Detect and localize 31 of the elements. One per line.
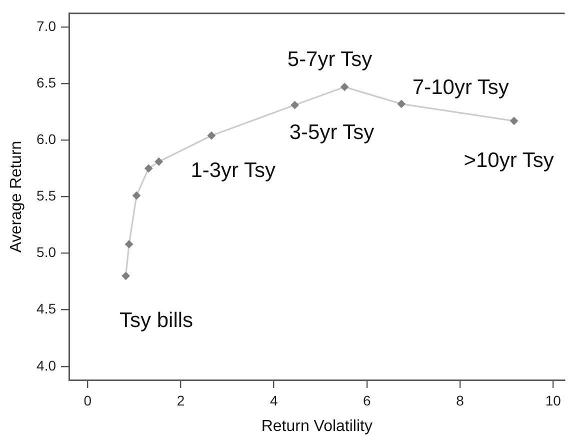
x-tick-label: 6 [363,392,372,408]
y-tick-label: 7.0 [36,18,56,34]
y-tick-label: 5.5 [36,188,56,204]
y-axis-title: Average Return [8,140,26,253]
x-tick-label: 4 [270,392,278,408]
x-tick-label: 2 [176,392,185,408]
x-tick-label: 8 [456,392,464,408]
annotation: 5-7yr Tsy [287,48,373,72]
y-tick-label: 6.0 [36,130,56,147]
annotation: >10yr Tsy [464,148,554,172]
annotation: 3-5yr Tsy [289,121,375,144]
x-tick-label: 10 [545,392,562,408]
x-tick-label: 0 [84,392,92,408]
point [122,272,130,280]
point [144,164,153,173]
annotation: 1-3yr Tsy [190,159,276,182]
point [154,157,164,166]
y-tick-label: 4.5 [36,300,56,317]
point [132,191,141,200]
point [290,100,299,110]
point [510,116,518,126]
point [397,100,406,108]
y-tick-label: 4.0 [36,357,56,374]
y-tick-label: 5.0 [36,244,56,260]
point [207,131,216,140]
annotation: Tsy bills [120,308,194,332]
annotation: 7-10yr Tsy [412,76,510,99]
point [124,240,134,248]
y-tick-label: 6.5 [36,74,56,90]
point [340,82,349,92]
x-axis-title: Return Volatility [261,418,372,435]
